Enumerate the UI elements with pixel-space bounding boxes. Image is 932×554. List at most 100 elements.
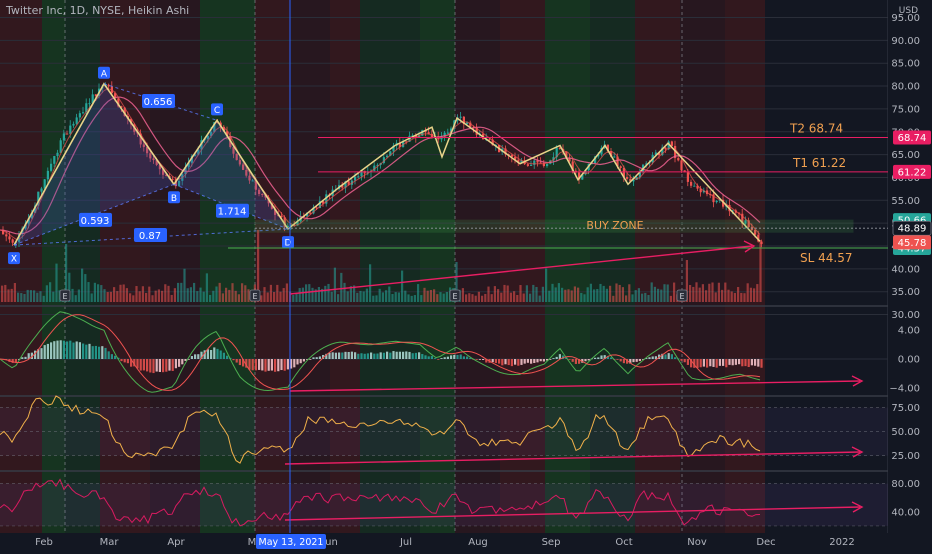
- price-tick-label: 35.00: [891, 287, 920, 298]
- volume-bar: [487, 286, 490, 302]
- macd-histogram-bar: [357, 353, 360, 359]
- volume-bar: [125, 288, 128, 302]
- macd-histogram-bar: [194, 354, 197, 359]
- macd-histogram-bar: [526, 359, 529, 363]
- macd-histogram-bar: [421, 354, 424, 359]
- macd-histogram-bar: [466, 356, 469, 359]
- candle: [59, 140, 62, 153]
- volume-bar: [167, 285, 170, 302]
- volume-bar: [391, 293, 394, 302]
- earnings-marker-3: [676, 289, 688, 302]
- price-tag-1: [892, 220, 932, 236]
- macd-histogram-bar: [482, 359, 485, 360]
- macd-trend-arrowhead: [851, 375, 864, 387]
- candle: [357, 176, 360, 178]
- candle: [610, 150, 613, 157]
- macd-histogram-bar: [104, 347, 107, 359]
- macd-histogram-bar: [750, 359, 753, 366]
- macd-histogram-bar: [571, 359, 574, 362]
- symbol-title[interactable]: Twitter Inc, 1D, NYSE, Heikin Ashi: [6, 4, 190, 17]
- volume-bar: [554, 287, 557, 302]
- macd-histogram-bar: [302, 359, 305, 362]
- volume-bar: [244, 285, 247, 302]
- candle: [373, 165, 376, 171]
- volume-bar: [177, 282, 180, 302]
- macd-histogram-bar: [632, 359, 635, 363]
- volume-bar: [381, 292, 384, 302]
- candle: [53, 156, 56, 164]
- macd-histogram-bar: [286, 359, 289, 370]
- macd-histogram-bar: [85, 344, 88, 359]
- candle: [146, 146, 149, 154]
- volume-bar: [401, 270, 404, 302]
- macd-histogram-bar: [366, 353, 369, 359]
- candle: [354, 176, 357, 181]
- volume-bar: [13, 283, 16, 302]
- volume-bar: [337, 294, 340, 302]
- volume-bar: [532, 284, 535, 302]
- macd-histogram-bar: [53, 341, 56, 359]
- macd-histogram-bar: [434, 358, 437, 359]
- volume-bar: [49, 282, 52, 302]
- macd-histogram-bar: [405, 351, 408, 359]
- bg-zone-15: [635, 0, 680, 533]
- macd-histogram-bar: [146, 359, 149, 372]
- macd-histogram-bar: [322, 354, 325, 359]
- candle: [450, 128, 453, 133]
- macd-histogram-bar: [738, 359, 741, 365]
- volume-bar: [497, 289, 500, 302]
- volume-bar: [77, 289, 80, 302]
- bg-zone-6: [255, 0, 290, 533]
- macd-histogram-bar: [462, 356, 465, 359]
- macd-histogram-bar: [341, 352, 344, 359]
- candle: [88, 103, 91, 105]
- candle: [712, 194, 715, 203]
- candle: [757, 234, 760, 242]
- time-label-nov: Nov: [687, 537, 707, 548]
- volume-bar: [295, 293, 298, 302]
- pattern-ratio-line-1: [103, 83, 218, 121]
- candle: [309, 212, 312, 214]
- candle: [670, 141, 673, 146]
- candle: [488, 138, 491, 140]
- pattern-point-d: [282, 236, 294, 249]
- macd-histogram-bar: [616, 359, 619, 360]
- volume-bar: [138, 291, 141, 302]
- volume-bar: [730, 291, 733, 302]
- bg-zone-1: [42, 0, 65, 533]
- volume-bar: [474, 295, 477, 302]
- candle: [514, 156, 517, 160]
- macd-histogram-bar: [744, 359, 747, 367]
- candle: [50, 163, 53, 171]
- macd-histogram-bar: [350, 351, 353, 359]
- volume-bar: [36, 292, 39, 302]
- volume-bar: [279, 291, 282, 302]
- candle: [91, 94, 94, 104]
- time-axis[interactable]: FebMarAprMayJunJulAugSepOctNovDec2022: [0, 533, 932, 550]
- volume-bar: [423, 287, 426, 302]
- candle: [405, 141, 408, 143]
- candle: [510, 154, 513, 157]
- macd-histogram-bar: [414, 352, 417, 359]
- volume-bar: [701, 284, 704, 302]
- macd-histogram-bar: [680, 359, 683, 361]
- volume-bar: [385, 290, 388, 302]
- macd-histogram-bar: [443, 357, 446, 359]
- candle: [286, 225, 289, 227]
- volume-bar: [404, 290, 407, 302]
- macd-histogram-bar: [43, 345, 46, 359]
- macd-histogram-bar: [267, 359, 270, 371]
- macd-histogram-bar: [555, 356, 558, 359]
- macd-histogram-bar: [418, 352, 421, 359]
- macd-histogram-bar: [494, 359, 497, 364]
- volume-bar: [644, 292, 647, 302]
- candle: [347, 181, 350, 185]
- zigzag-line: [287, 116, 761, 242]
- volume-bar: [397, 292, 400, 302]
- volume-bar: [439, 292, 442, 302]
- volume-bar: [119, 284, 122, 302]
- candle: [626, 177, 629, 179]
- price-axis[interactable]: USD95.0090.0085.0080.0075.0070.0065.0060…: [888, 0, 932, 550]
